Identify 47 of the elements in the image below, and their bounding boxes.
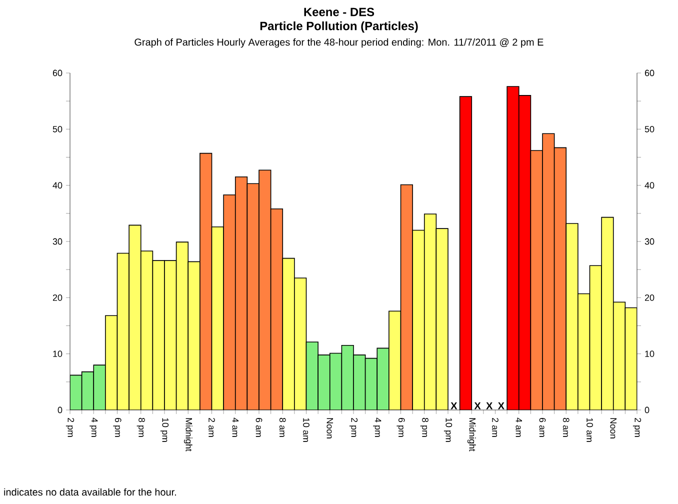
x-tick-label: 6 am <box>539 418 546 437</box>
y-tick-label: 10 <box>53 350 62 357</box>
x-tick-label: 2 pm <box>66 418 74 437</box>
x-tick-label: 4 pm <box>90 418 98 437</box>
x-tick-label: 10 am <box>586 418 593 442</box>
x-tick-label: 2 am <box>492 418 498 437</box>
x-tick-label: 8 am <box>562 418 570 437</box>
x-tick-label: 6 pm <box>396 418 405 437</box>
x-tick-label: 6 am <box>256 418 262 437</box>
x-tick-label: Midnight <box>184 418 192 452</box>
y2-tick-label: 0 <box>644 406 650 414</box>
text: Graph of Particles Hourly Averages for the 48-hour period ending: Mon. 11/7/2011 @ 2 pm E <box>134 38 544 48</box>
y2-tick-label: 50 <box>644 126 654 132</box>
y-tick-label: 30 <box>52 238 62 245</box>
x-tick-label: Noon <box>326 418 334 438</box>
y2-tick-label: 30 <box>644 238 654 245</box>
x-tick-label: 8 am <box>279 418 286 437</box>
annotation: X <box>474 402 481 410</box>
annotation: X <box>450 402 458 410</box>
x-tick-label: 10 pm <box>444 418 452 442</box>
y-tick-label: 40 <box>52 182 62 188</box>
x-tick-label: 8 pm <box>420 418 428 437</box>
y-tick-label: 0 <box>58 406 62 414</box>
x-tick-label: 2 pm <box>632 418 642 437</box>
x-tick-label: 2 am <box>208 418 215 437</box>
y2-tick-label: 60 <box>644 70 654 76</box>
x-tick-label: Noon <box>610 418 617 438</box>
x-tick-label: 10 pm <box>160 418 169 442</box>
text: indicates no data available for the hour. <box>4 488 176 496</box>
x-tick-label: Midnight <box>467 418 476 452</box>
x-tick-label: 8 pm <box>136 418 145 437</box>
y2-tick-label: 20 <box>644 294 654 301</box>
y2-tick-label: 40 <box>644 182 654 188</box>
x-tick-label: 4 pm <box>373 418 382 437</box>
y-tick-label: 20 <box>52 294 62 301</box>
y-tick-label: 60 <box>52 70 62 76</box>
x-tick-label: 10 am <box>303 418 310 442</box>
x-tick-label: 6 pm <box>113 418 122 437</box>
x-tick-label: 4 am <box>516 418 522 437</box>
annotation: X <box>498 402 504 410</box>
chart-title: Keene - DES <box>304 8 374 16</box>
x-tick-label: 4 am <box>232 418 239 437</box>
chart-subtitle: Particle Pollution (Particles) <box>260 21 418 33</box>
y-tick-label: 50 <box>52 126 62 132</box>
x-tick-label: 2 pm <box>349 418 358 437</box>
annotation: X <box>486 402 493 410</box>
y2-tick-label: 10 <box>645 350 654 357</box>
